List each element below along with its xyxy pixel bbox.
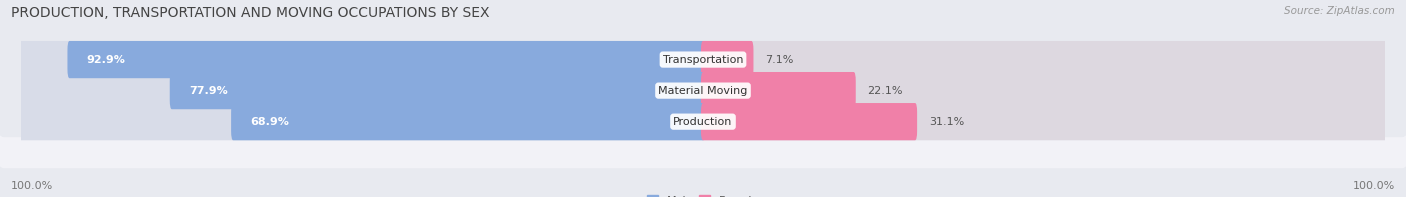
FancyBboxPatch shape bbox=[20, 41, 704, 78]
FancyBboxPatch shape bbox=[702, 103, 917, 140]
Text: 77.9%: 77.9% bbox=[188, 86, 228, 96]
Text: 92.9%: 92.9% bbox=[87, 55, 125, 65]
FancyBboxPatch shape bbox=[170, 72, 704, 109]
FancyBboxPatch shape bbox=[702, 41, 754, 78]
Text: 68.9%: 68.9% bbox=[250, 117, 290, 127]
FancyBboxPatch shape bbox=[702, 72, 856, 109]
FancyBboxPatch shape bbox=[702, 103, 1386, 140]
FancyBboxPatch shape bbox=[20, 103, 704, 140]
FancyBboxPatch shape bbox=[231, 103, 704, 140]
FancyBboxPatch shape bbox=[67, 41, 704, 78]
Text: 100.0%: 100.0% bbox=[11, 181, 53, 191]
Text: 100.0%: 100.0% bbox=[1353, 181, 1395, 191]
FancyBboxPatch shape bbox=[702, 72, 1386, 109]
Text: Transportation: Transportation bbox=[662, 55, 744, 65]
FancyBboxPatch shape bbox=[0, 44, 1406, 197]
Text: 31.1%: 31.1% bbox=[929, 117, 965, 127]
Text: Material Moving: Material Moving bbox=[658, 86, 748, 96]
Text: 7.1%: 7.1% bbox=[765, 55, 793, 65]
Text: 22.1%: 22.1% bbox=[868, 86, 903, 96]
Text: PRODUCTION, TRANSPORTATION AND MOVING OCCUPATIONS BY SEX: PRODUCTION, TRANSPORTATION AND MOVING OC… bbox=[11, 6, 489, 20]
FancyBboxPatch shape bbox=[702, 41, 1386, 78]
Legend: Male, Female: Male, Female bbox=[643, 191, 763, 197]
FancyBboxPatch shape bbox=[0, 0, 1406, 137]
Text: Source: ZipAtlas.com: Source: ZipAtlas.com bbox=[1284, 6, 1395, 16]
Text: Production: Production bbox=[673, 117, 733, 127]
FancyBboxPatch shape bbox=[0, 13, 1406, 168]
FancyBboxPatch shape bbox=[20, 72, 704, 109]
